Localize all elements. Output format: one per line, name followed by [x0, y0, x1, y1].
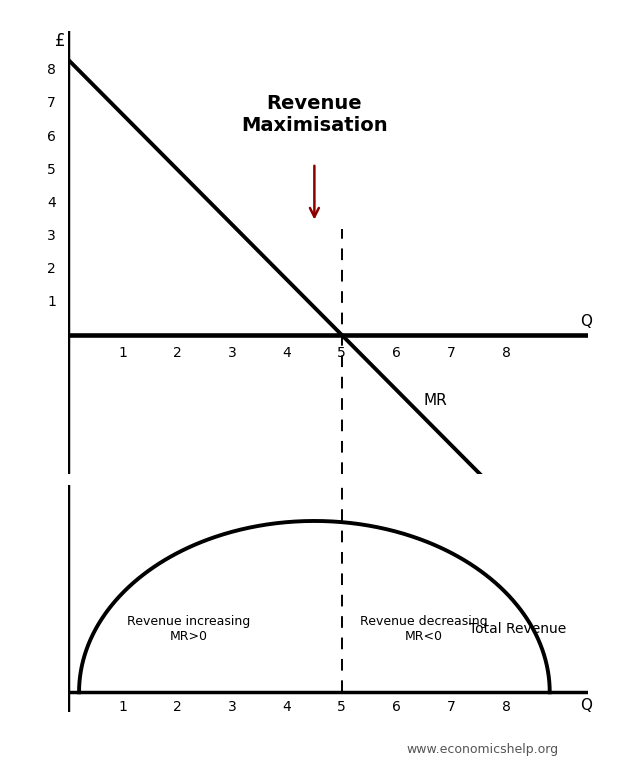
Text: 1: 1: [118, 346, 128, 360]
Text: 5: 5: [337, 346, 346, 360]
Text: MR: MR: [424, 393, 448, 408]
Text: Revenue increasing
MR>0: Revenue increasing MR>0: [127, 614, 250, 642]
Text: 4: 4: [283, 700, 292, 715]
Text: Q: Q: [580, 314, 592, 329]
Text: 6: 6: [47, 129, 56, 143]
Text: 2: 2: [173, 700, 182, 715]
Text: 1: 1: [118, 700, 128, 715]
Text: www.economicshelp.org: www.economicshelp.org: [407, 743, 559, 756]
Text: 3: 3: [228, 346, 236, 360]
Text: Total Revenue: Total Revenue: [469, 621, 566, 635]
Text: 5: 5: [47, 162, 56, 176]
Text: 2: 2: [47, 262, 56, 276]
Text: 4: 4: [47, 196, 56, 209]
Text: 8: 8: [47, 63, 56, 78]
Text: 2: 2: [173, 346, 182, 360]
Text: Revenue decreasing
MR<0: Revenue decreasing MR<0: [360, 614, 488, 642]
Text: Revenue
Maximisation: Revenue Maximisation: [241, 94, 387, 135]
Text: 6: 6: [392, 700, 401, 715]
Text: 7: 7: [447, 346, 456, 360]
Text: 3: 3: [228, 700, 236, 715]
Text: 6: 6: [392, 346, 401, 360]
Text: 1: 1: [47, 295, 56, 309]
Text: 3: 3: [47, 229, 56, 243]
Text: 8: 8: [501, 346, 511, 360]
Text: £: £: [54, 32, 65, 50]
Text: 7: 7: [47, 96, 56, 110]
Text: 4: 4: [283, 346, 292, 360]
Text: 7: 7: [447, 700, 456, 715]
Text: 8: 8: [501, 700, 511, 715]
Text: 5: 5: [337, 700, 346, 715]
Text: Q: Q: [580, 698, 592, 713]
